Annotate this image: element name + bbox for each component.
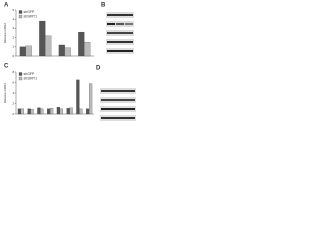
bar <box>89 83 93 115</box>
legend-label: shSIRT1 <box>24 76 38 80</box>
bar <box>47 108 51 115</box>
bar <box>79 108 83 115</box>
legend-swatch <box>18 76 23 81</box>
blot-b <box>106 12 134 54</box>
y-tick-label: 0 <box>13 112 15 116</box>
bar <box>69 107 73 115</box>
y-tick-label: 0 <box>13 54 15 58</box>
bar <box>84 42 91 57</box>
legend-label: shGFP <box>24 10 36 14</box>
bar <box>19 46 26 57</box>
panel-label: B <box>101 3 106 9</box>
y-tick-label: 8 <box>13 70 15 74</box>
y-tick-label: 6 <box>13 80 15 84</box>
bar <box>17 108 21 115</box>
bar <box>45 35 52 57</box>
bar <box>59 108 63 115</box>
y-tick-label: 4 <box>13 91 15 95</box>
y-tick-label: 4 <box>13 17 15 21</box>
panel-label: C <box>4 64 9 70</box>
panel-label: A <box>4 3 9 9</box>
bar <box>27 108 31 115</box>
bar <box>50 108 54 115</box>
legend-label: shGFP <box>24 72 36 76</box>
y-tick-label: 5 <box>13 8 15 12</box>
bar <box>20 108 24 115</box>
background <box>0 0 150 125</box>
panel-label: D <box>96 66 101 72</box>
y-axis-label: Relative mRNA <box>3 83 7 104</box>
legend-swatch <box>18 10 23 14</box>
y-tick-label: 2 <box>13 101 15 105</box>
y-tick-label: 3 <box>13 26 15 30</box>
y-axis-label: Relative mRNA <box>3 23 7 44</box>
bar <box>25 45 32 57</box>
y-tick-label: 2 <box>13 35 15 39</box>
figure: A B C D Relative mRNA012345shGFPshSIRT1R… <box>0 0 150 125</box>
bar <box>30 109 34 115</box>
bar <box>56 107 60 115</box>
bar <box>58 44 65 57</box>
blot-d <box>100 88 136 121</box>
bar <box>66 108 70 115</box>
bar <box>37 107 41 115</box>
bar <box>86 108 90 115</box>
bar <box>40 108 44 115</box>
bar <box>39 20 46 57</box>
page: A B C D Relative mRNA 0 1 2 3 4 5 shGFP shSIRT1 R… <box>0 0 150 125</box>
legend-label: shSIRT1 <box>24 14 38 18</box>
bar <box>64 47 71 57</box>
legend-swatch <box>18 72 23 76</box>
legend-swatch <box>18 14 23 19</box>
bar <box>76 79 80 115</box>
y-tick-label: 1 <box>13 45 15 49</box>
bar <box>78 31 85 57</box>
